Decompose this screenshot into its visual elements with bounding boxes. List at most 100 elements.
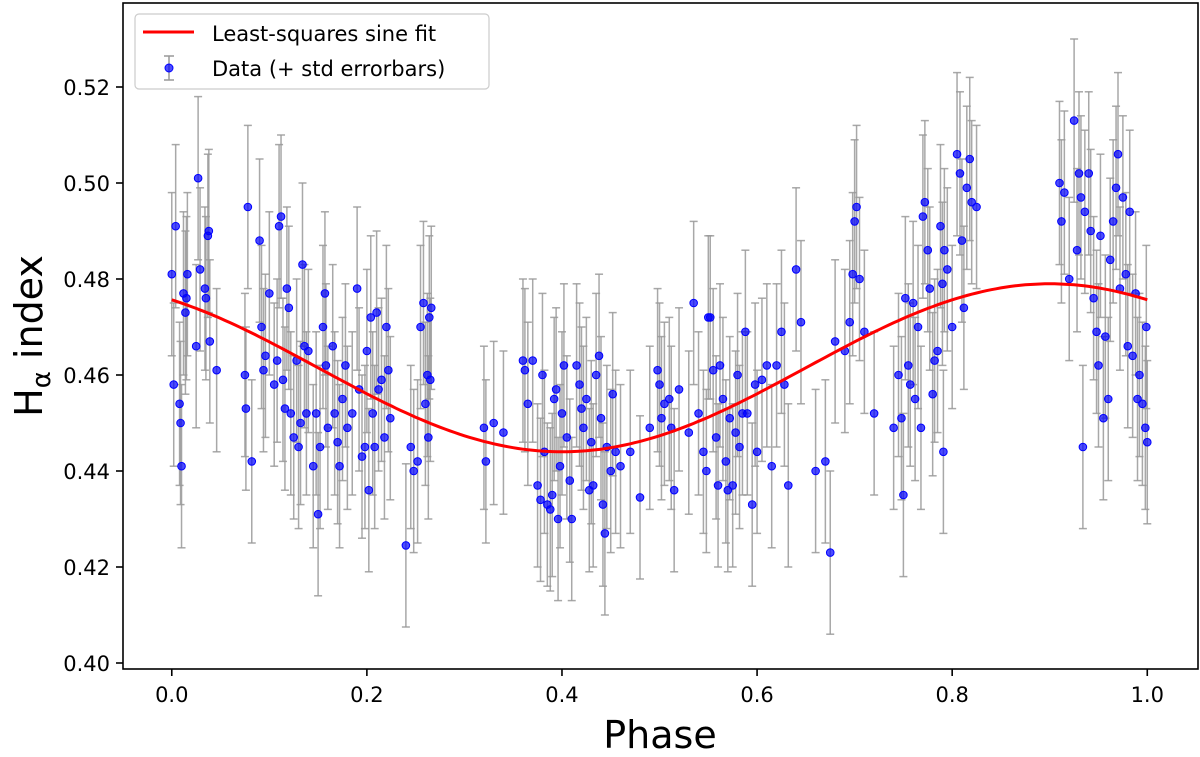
data-point (489, 418, 498, 428)
data-point (343, 423, 352, 433)
data-point (323, 423, 333, 433)
data-point (347, 409, 357, 418)
data-point (499, 428, 508, 437)
data-point (553, 514, 563, 524)
data-point (1076, 193, 1086, 202)
data-point (791, 265, 801, 274)
data-point (479, 423, 489, 433)
x-axis-label: Phase (603, 713, 716, 753)
data-point (608, 389, 618, 399)
data-point (959, 303, 969, 313)
errorbars (167, 38, 1152, 635)
data-point (318, 322, 328, 332)
x-tick-label: 0.8 (935, 683, 968, 707)
data-point (588, 481, 598, 490)
data-point (783, 481, 793, 490)
data-point (1060, 188, 1069, 197)
data-point (289, 433, 299, 442)
data-point (669, 485, 679, 495)
data-point (368, 409, 378, 418)
data-point (328, 341, 338, 351)
data-point (1099, 413, 1108, 423)
data-point (1084, 169, 1094, 178)
data-point (715, 361, 725, 370)
data-point (718, 394, 728, 404)
data-point (918, 212, 928, 221)
data-point (625, 447, 635, 457)
data-point (315, 442, 325, 452)
data-point (947, 322, 957, 332)
data-point (1123, 341, 1133, 351)
data-point (728, 481, 737, 490)
data-point (167, 269, 177, 279)
data-point (1121, 269, 1131, 279)
data-point (308, 461, 318, 471)
data-point (298, 260, 307, 269)
data-point (362, 346, 372, 356)
data-point (276, 212, 286, 221)
data-point (923, 245, 933, 255)
data-point (1141, 322, 1151, 332)
data-point (1108, 217, 1118, 226)
data-point (598, 500, 608, 509)
data-point (796, 317, 806, 327)
data-point (424, 433, 433, 442)
data-point (193, 173, 203, 183)
sine-fit-line (171, 282, 1148, 454)
data-point (845, 317, 855, 327)
data-point (551, 385, 561, 394)
data-point (269, 380, 279, 389)
data-point (200, 284, 210, 293)
data-point (280, 404, 290, 413)
data-point (282, 284, 292, 293)
data-point (811, 466, 820, 476)
data-point (240, 370, 250, 380)
data-point (903, 361, 913, 370)
data-point (757, 375, 767, 385)
data-point (591, 370, 601, 380)
data-point (1055, 178, 1064, 188)
data-point (567, 514, 577, 524)
data-point (594, 351, 604, 361)
data-point (894, 370, 903, 380)
data-point (577, 404, 586, 413)
data-point (533, 481, 542, 490)
data-point (421, 399, 430, 409)
data-point (705, 313, 715, 322)
data-point (750, 380, 760, 389)
data-point (825, 548, 835, 557)
data-point (547, 490, 557, 500)
data-point (901, 293, 910, 303)
data-point (374, 385, 383, 394)
data-point (1103, 394, 1113, 404)
data-point (370, 442, 379, 452)
x-tick-label: 0.2 (350, 683, 383, 707)
legend-fit-label: Least-squares sine fit (212, 22, 436, 46)
data-point (655, 380, 664, 389)
data-point (1057, 217, 1066, 226)
data-point (1080, 207, 1090, 217)
data-point (586, 437, 596, 447)
data-point (384, 365, 393, 375)
legend-box (134, 13, 490, 90)
data-point (330, 409, 339, 418)
x-tick-label: 0.4 (545, 683, 578, 707)
data-point (294, 442, 303, 452)
data-point (611, 447, 620, 457)
data-point (940, 245, 949, 255)
data-point (261, 351, 270, 361)
data-point (377, 375, 386, 385)
data-point (699, 447, 708, 457)
data-point (741, 327, 750, 337)
data-point (1092, 327, 1101, 337)
data-point (523, 399, 533, 409)
data-point (565, 476, 575, 485)
data-point (930, 356, 939, 365)
data-point (419, 298, 428, 308)
data-point (743, 409, 752, 418)
data-point (259, 365, 268, 375)
data-point (850, 217, 859, 226)
data-point (481, 457, 491, 466)
data-point (579, 423, 588, 433)
data-point (1142, 437, 1152, 447)
